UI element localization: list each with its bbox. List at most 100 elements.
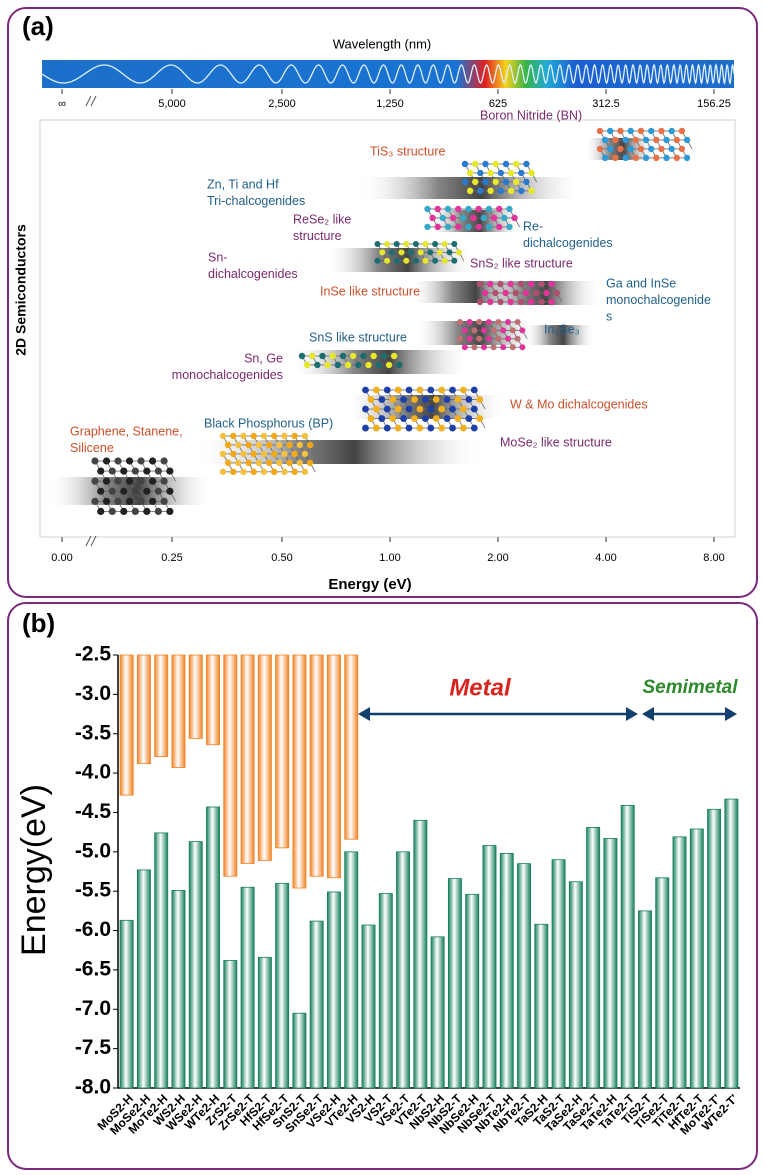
atom [102,477,111,485]
atom [492,178,499,186]
structure-label: dichalcogenides [523,236,613,250]
atom [324,361,331,369]
atom [487,280,494,288]
atom [502,160,510,168]
atom [154,467,162,475]
bar [344,851,359,1089]
atom [374,241,381,247]
atom [472,160,479,168]
atom [477,169,484,177]
bar [136,654,151,765]
atom [102,457,111,465]
atom [512,289,520,297]
atom [394,424,402,432]
atom [432,241,439,247]
bar [223,960,238,1089]
atom [424,223,431,231]
atom [497,169,505,177]
atom [388,249,395,256]
atom [444,205,452,213]
atom [378,415,386,422]
bar [292,1012,307,1089]
atom [495,205,503,213]
atom [301,432,309,440]
atom [403,257,410,264]
atom [487,187,494,195]
atom [383,424,391,432]
atom [370,352,377,360]
wavelength-tick-label: 2,500 [268,98,296,110]
atom [286,459,293,467]
bar [206,654,220,746]
atom [528,169,535,177]
atom [427,386,435,394]
bar [154,654,169,757]
atom [281,432,288,440]
atom [480,214,488,222]
wavelength-tick-label: ∞ [58,98,66,110]
atom [454,396,462,403]
diagram-frame [39,119,736,538]
atom [481,289,489,297]
structure-label: Sn- [208,250,227,264]
panel-b-frame [7,602,758,1170]
atom [422,241,429,247]
atom [230,432,237,440]
atom [365,361,372,369]
bar [638,910,652,1089]
atom [405,386,413,394]
atom [160,497,168,505]
panel-a-frame [7,7,758,598]
atom [137,477,145,485]
atom [97,507,105,515]
bar [309,654,324,877]
atom [601,154,609,162]
atom [416,424,424,432]
atom [476,280,484,288]
atom [481,344,487,351]
y-tick-label: -6.0 [75,918,111,941]
wavelength-tick-label: 312.5 [592,98,620,110]
atom [500,344,507,351]
atom [108,507,116,515]
atom [131,507,139,515]
atom [451,241,458,247]
structure [298,352,403,369]
atom [622,136,629,144]
energy-tick-label: 1.00 [379,552,400,564]
atom [424,205,431,213]
atom [240,432,247,440]
structure [91,457,176,515]
atom [432,257,439,264]
atom [137,457,145,465]
structure [424,205,521,231]
atom [102,497,111,505]
atom [528,187,535,195]
atom [137,497,145,505]
atom [166,467,174,475]
atom [383,386,391,394]
atom [457,335,463,342]
atom [362,405,369,413]
atom [265,459,273,467]
atom [658,145,665,153]
atom [517,298,525,306]
atom [154,507,162,515]
atom [522,289,530,297]
atom [412,257,419,264]
atom [427,424,435,432]
atom [97,467,105,475]
atom [166,487,174,495]
atom [523,160,530,168]
structure [219,432,316,476]
bar [465,893,480,1089]
atom [617,127,624,135]
atom [372,405,380,413]
atom [91,457,99,465]
atom [224,459,232,467]
structure-label: structure [293,229,342,243]
structure-label: monochalcogenides [172,368,283,382]
atom [507,280,514,288]
atom [514,335,521,342]
